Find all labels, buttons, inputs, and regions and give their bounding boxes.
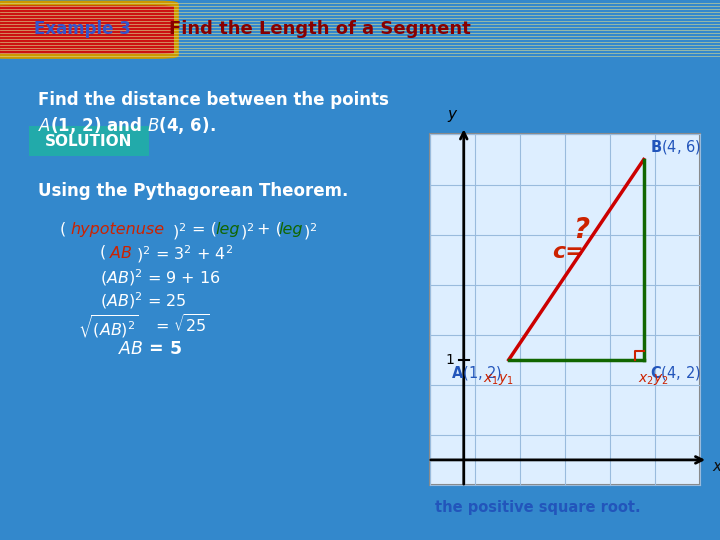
Text: Using the Pythagorean Theorem.: Using the Pythagorean Theorem.: [38, 181, 348, 200]
Text: $\sqrt{(\mathit{AB})^2}$: $\sqrt{(\mathit{AB})^2}$: [78, 314, 139, 341]
Text: )$^2$: )$^2$: [172, 221, 186, 242]
Text: ($\mathit{AB}$)$^2$ = 25: ($\mathit{AB}$)$^2$ = 25: [100, 291, 186, 312]
Text: )$^2$: )$^2$: [303, 221, 318, 242]
Text: SOLUTION: SOLUTION: [45, 134, 132, 149]
Text: leg: leg: [278, 221, 302, 237]
Text: )$^2$: )$^2$: [136, 245, 150, 265]
FancyBboxPatch shape: [0, 3, 176, 56]
Text: $x_2 y_2$: $x_2 y_2$: [639, 372, 669, 387]
Text: $\mathit{AB}$: $\mathit{AB}$: [109, 245, 132, 261]
Text: )$^2$: )$^2$: [240, 221, 254, 242]
Text: Find the distance between the points: Find the distance between the points: [38, 91, 389, 110]
Text: $\mathit{AB}$ = 5: $\mathit{AB}$ = 5: [118, 340, 182, 357]
Text: = (: = (: [192, 221, 217, 237]
Text: the positive square root.: the positive square root.: [435, 500, 641, 515]
Text: c=: c=: [552, 241, 584, 262]
FancyBboxPatch shape: [29, 126, 149, 156]
Text: $\it{A}$(1, 2) and $\it{B}$(4, 6).: $\it{A}$(1, 2) and $\it{B}$(4, 6).: [38, 116, 216, 137]
Text: $x_1 y_1$: $x_1 y_1$: [483, 372, 514, 387]
Text: y: y: [447, 107, 456, 123]
Text: x: x: [712, 460, 720, 475]
Text: hypotenuse: hypotenuse: [70, 221, 164, 237]
Text: $\mathbf{C}$(4, 2): $\mathbf{C}$(4, 2): [649, 364, 701, 382]
Text: leg: leg: [215, 221, 240, 237]
Text: (: (: [100, 245, 107, 260]
Bar: [430, 134, 700, 485]
Text: = 3$^2$ + 4$^2$: = 3$^2$ + 4$^2$: [155, 245, 233, 264]
Text: ?: ?: [573, 215, 589, 244]
Text: 1: 1: [445, 353, 454, 367]
Text: = $\sqrt{25}$: = $\sqrt{25}$: [155, 314, 210, 336]
Text: $\mathbf{A}$(1, 2): $\mathbf{A}$(1, 2): [451, 364, 502, 382]
Text: $\mathbf{B}$(4, 6): $\mathbf{B}$(4, 6): [649, 138, 701, 156]
Text: Find the Length of a Segment: Find the Length of a Segment: [169, 19, 471, 37]
Text: + (: + (: [257, 221, 282, 237]
Text: Example 3: Example 3: [35, 19, 131, 37]
Text: ($\mathit{AB}$)$^2$ = 9 + 16: ($\mathit{AB}$)$^2$ = 9 + 16: [100, 268, 221, 288]
Text: (: (: [60, 221, 66, 237]
